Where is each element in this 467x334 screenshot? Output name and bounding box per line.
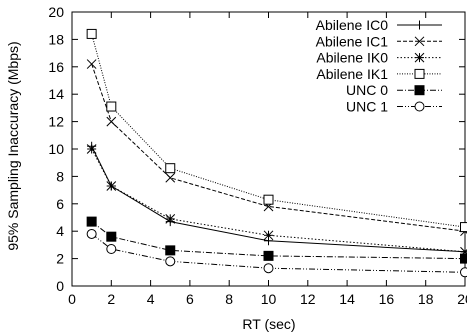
series-1 [87,141,467,257]
data-point [414,52,425,63]
series-line [91,221,466,260]
y-tick-label: 2 [56,251,64,267]
x-tick-label: 0 [68,291,76,307]
series-line [91,146,466,253]
legend-label: UNC 0 [346,82,388,98]
series-6 [86,228,467,278]
data-point [415,20,424,30]
x-tick-label: 20 [457,291,467,307]
data-point [86,144,97,154]
legend-item: Abilene IC1 [316,33,442,49]
data-point [86,216,97,227]
series-line [91,233,466,273]
data-point [165,163,176,174]
series-4 [86,28,467,233]
x-tick-label: 4 [147,291,155,307]
series-layer [86,28,467,278]
data-point [263,250,274,261]
legend-item: Abilene IK0 [316,50,442,66]
x-tick-label: 6 [186,291,194,307]
legend-label: Abilene IC1 [316,33,389,49]
legend-item: Abilene IK1 [316,66,442,82]
data-point [263,194,274,205]
data-point [263,230,274,241]
series-2 [86,59,467,237]
legend-label: Abilene IC0 [316,17,389,33]
x-tick-label: 2 [107,291,115,307]
data-point [460,222,467,233]
legend-item: UNC 1 [346,99,442,115]
y-tick-label: 6 [56,196,64,212]
y-tick-label: 18 [48,31,64,47]
data-point [106,244,117,255]
series-3 [86,144,467,257]
data-point [263,263,274,274]
data-point [460,267,467,278]
legend-item: UNC 0 [346,82,442,98]
data-point [106,101,117,112]
data-point [106,116,117,127]
x-tick-label: 10 [261,291,277,307]
data-point [86,228,97,239]
legend-item: Abilene IC0 [316,17,442,33]
x-tick-label: 14 [339,291,355,307]
data-point [106,231,117,242]
y-tick-label: 16 [48,59,64,75]
series-5 [86,216,467,264]
y-axis-title: 95% Sampling Inaccuracy (Mbps) [5,41,21,250]
series-line [91,63,466,232]
data-point [414,68,425,79]
series-line [91,148,466,253]
y-tick-label: 10 [48,141,64,157]
y-tick-label: 8 [56,168,64,184]
y-tick-label: 12 [48,114,64,130]
data-point [106,181,117,191]
x-axis-title: RT (sec) [242,316,295,332]
data-point [86,28,97,39]
x-tick-label: 16 [379,291,395,307]
x-tick-label: 12 [300,291,316,307]
legend-label: UNC 1 [346,99,388,115]
data-point [165,172,176,183]
data-point [165,245,176,256]
x-tick-label: 8 [225,291,233,307]
data-point [414,85,425,96]
y-tick-label: 0 [56,278,64,294]
legend-label: Abilene IK1 [316,66,388,82]
legend-label: Abilene IK0 [316,50,388,66]
data-point [414,36,425,47]
y-tick-label: 20 [48,4,64,20]
y-tick-label: 14 [48,86,64,102]
data-point [86,59,97,69]
x-tick-label: 18 [418,291,434,307]
y-tick-label: 4 [56,223,64,239]
data-point [460,253,467,264]
data-point [165,214,176,224]
axes-layer: 0 2 4 6 8 10 12 14 16 18 20 0 2 4 6 8 10 12 14 16 18 20 [48,4,467,307]
data-point [165,256,176,267]
series-line [91,33,466,228]
data-point [414,101,425,112]
